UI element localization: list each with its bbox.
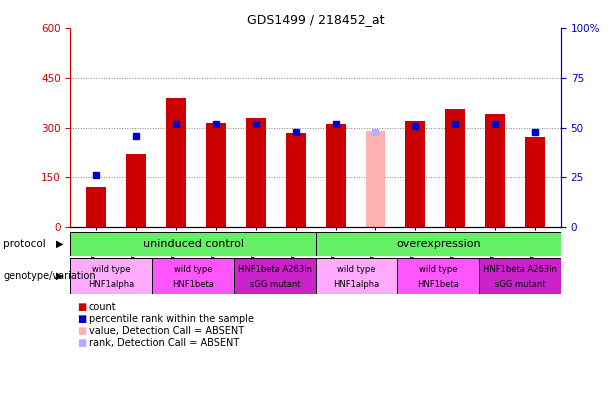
Bar <box>405 121 425 227</box>
Bar <box>286 132 306 227</box>
Text: ■: ■ <box>77 314 86 324</box>
Bar <box>445 109 465 227</box>
Bar <box>316 232 561 256</box>
Bar <box>86 187 107 227</box>
Text: HNF1beta: HNF1beta <box>172 280 214 289</box>
Bar <box>525 138 545 227</box>
Text: ■: ■ <box>77 338 86 348</box>
Bar <box>246 118 266 227</box>
Title: GDS1499 / 218452_at: GDS1499 / 218452_at <box>247 13 384 26</box>
Text: overexpression: overexpression <box>396 239 481 249</box>
Bar <box>126 154 147 227</box>
Bar <box>206 123 226 227</box>
Text: wild type: wild type <box>337 265 376 274</box>
Text: rank, Detection Call = ABSENT: rank, Detection Call = ABSENT <box>89 338 239 348</box>
Text: wild type: wild type <box>419 265 457 274</box>
Text: HNF1beta A263in: HNF1beta A263in <box>483 265 557 274</box>
Bar <box>234 258 316 294</box>
Text: HNF1alpha: HNF1alpha <box>333 280 379 289</box>
Text: sGG mutant: sGG mutant <box>249 280 300 289</box>
Text: percentile rank within the sample: percentile rank within the sample <box>89 314 254 324</box>
Bar <box>365 131 386 227</box>
Bar <box>166 98 186 227</box>
Text: HNF1beta: HNF1beta <box>417 280 459 289</box>
Bar <box>70 232 316 256</box>
Bar <box>397 258 479 294</box>
Text: ▶: ▶ <box>56 271 64 281</box>
Bar <box>479 258 561 294</box>
Text: sGG mutant: sGG mutant <box>495 280 546 289</box>
Bar <box>152 258 234 294</box>
Bar <box>316 258 397 294</box>
Text: wild type: wild type <box>92 265 131 274</box>
Bar <box>326 124 346 227</box>
Text: protocol: protocol <box>3 239 46 249</box>
Text: HNF1beta A263in: HNF1beta A263in <box>238 265 312 274</box>
Bar <box>485 114 505 227</box>
Text: count: count <box>89 302 116 311</box>
Text: ■: ■ <box>77 302 86 311</box>
Text: ■: ■ <box>77 326 86 336</box>
Text: HNF1alpha: HNF1alpha <box>88 280 134 289</box>
Text: genotype/variation: genotype/variation <box>3 271 96 281</box>
Text: wild type: wild type <box>174 265 212 274</box>
Bar <box>70 258 152 294</box>
Text: uninduced control: uninduced control <box>143 239 243 249</box>
Text: ▶: ▶ <box>56 239 64 249</box>
Text: value, Detection Call = ABSENT: value, Detection Call = ABSENT <box>89 326 244 336</box>
